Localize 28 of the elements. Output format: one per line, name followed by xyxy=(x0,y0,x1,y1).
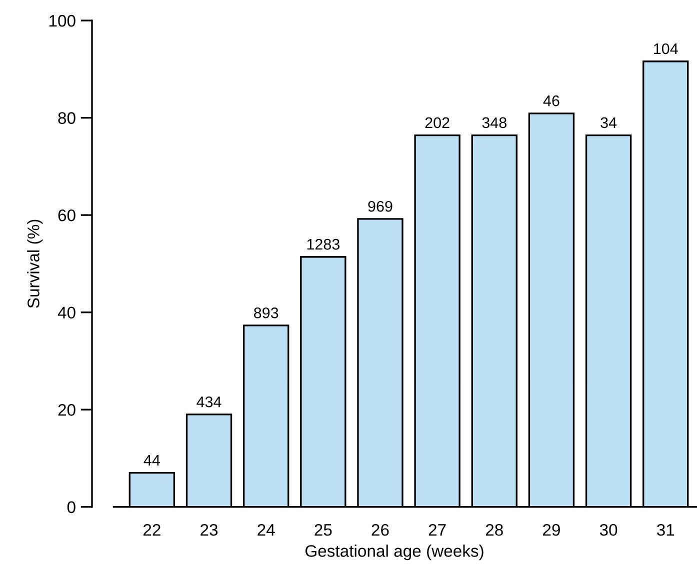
x-tick-label: 22 xyxy=(144,524,160,536)
annotation: 44 xyxy=(144,454,160,466)
x-tick-label: 28 xyxy=(486,524,503,536)
y-tick-label: 60 xyxy=(58,209,76,222)
annotation: 202 xyxy=(425,117,450,128)
x-axis-title: Gestational age (weeks) xyxy=(305,544,484,560)
x-tick-label: 23 xyxy=(200,524,218,536)
y-tick-label: 100 xyxy=(50,14,76,27)
annotation: 1283 xyxy=(307,238,340,250)
y-tick-label: 20 xyxy=(58,404,76,416)
y-tick-label: 40 xyxy=(58,306,76,319)
annotation: 434 xyxy=(196,396,222,408)
annotation: 34 xyxy=(600,117,617,128)
x-tick-label: 27 xyxy=(428,524,446,536)
x-tick-label: 30 xyxy=(600,524,618,536)
y-tick-label: 0 xyxy=(67,501,76,514)
y-axis-title: Survival (%) xyxy=(27,220,43,308)
x-tick-label: 26 xyxy=(372,524,389,536)
annotation: 104 xyxy=(654,43,678,54)
annotation: 46 xyxy=(543,95,560,106)
x-tick-label: 29 xyxy=(543,524,560,536)
x-tick-label: 31 xyxy=(656,524,674,536)
x-tick-label: 24 xyxy=(258,524,275,536)
annotation: 893 xyxy=(254,307,278,318)
y-tick-label: 80 xyxy=(58,112,76,124)
annotation: 969 xyxy=(368,200,392,212)
x-tick-label: 25 xyxy=(314,524,332,536)
annotation: 348 xyxy=(482,117,506,128)
